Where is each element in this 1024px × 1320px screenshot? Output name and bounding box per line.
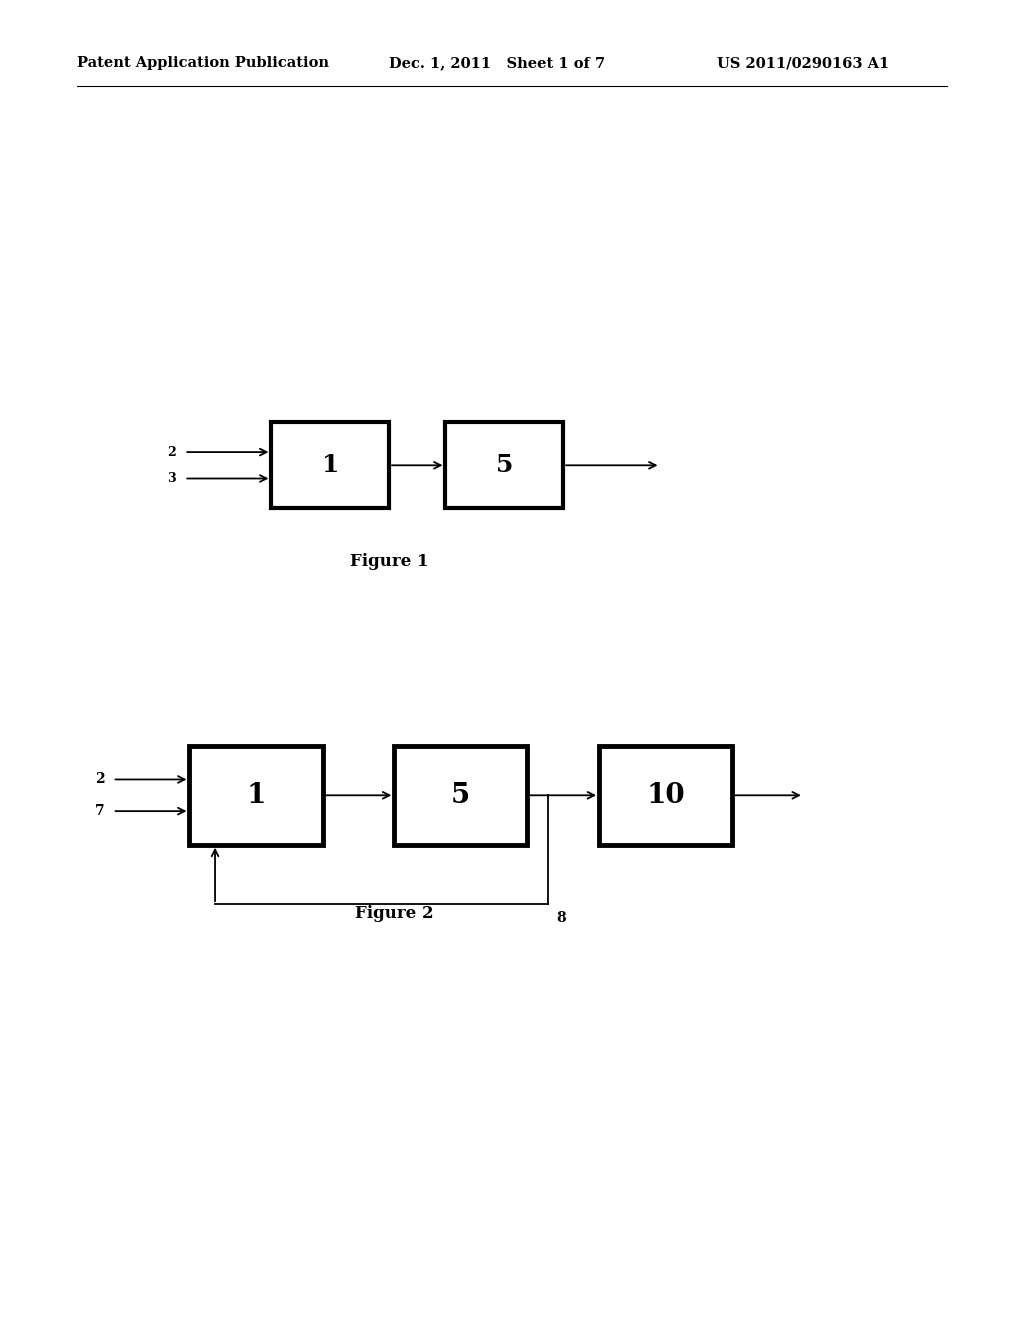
Text: Figure 1: Figure 1 (350, 553, 428, 569)
Text: Dec. 1, 2011   Sheet 1 of 7: Dec. 1, 2011 Sheet 1 of 7 (389, 57, 605, 70)
Bar (189, 746, 323, 845)
Text: 1: 1 (247, 781, 265, 809)
Text: Patent Application Publication: Patent Application Publication (77, 57, 329, 70)
Text: 3: 3 (168, 473, 176, 484)
Text: 10: 10 (646, 781, 685, 809)
Bar (394, 746, 527, 845)
Text: 7: 7 (95, 804, 104, 818)
Text: 1: 1 (322, 453, 339, 478)
Text: 2: 2 (95, 772, 104, 787)
Text: 5: 5 (452, 781, 470, 809)
Text: US 2011/0290163 A1: US 2011/0290163 A1 (717, 57, 889, 70)
Text: 2: 2 (167, 446, 176, 458)
Bar (599, 746, 732, 845)
Text: 5: 5 (496, 453, 513, 478)
Bar (445, 422, 563, 508)
Text: 8: 8 (556, 911, 565, 925)
Bar (271, 422, 389, 508)
Text: Figure 2: Figure 2 (355, 906, 433, 921)
